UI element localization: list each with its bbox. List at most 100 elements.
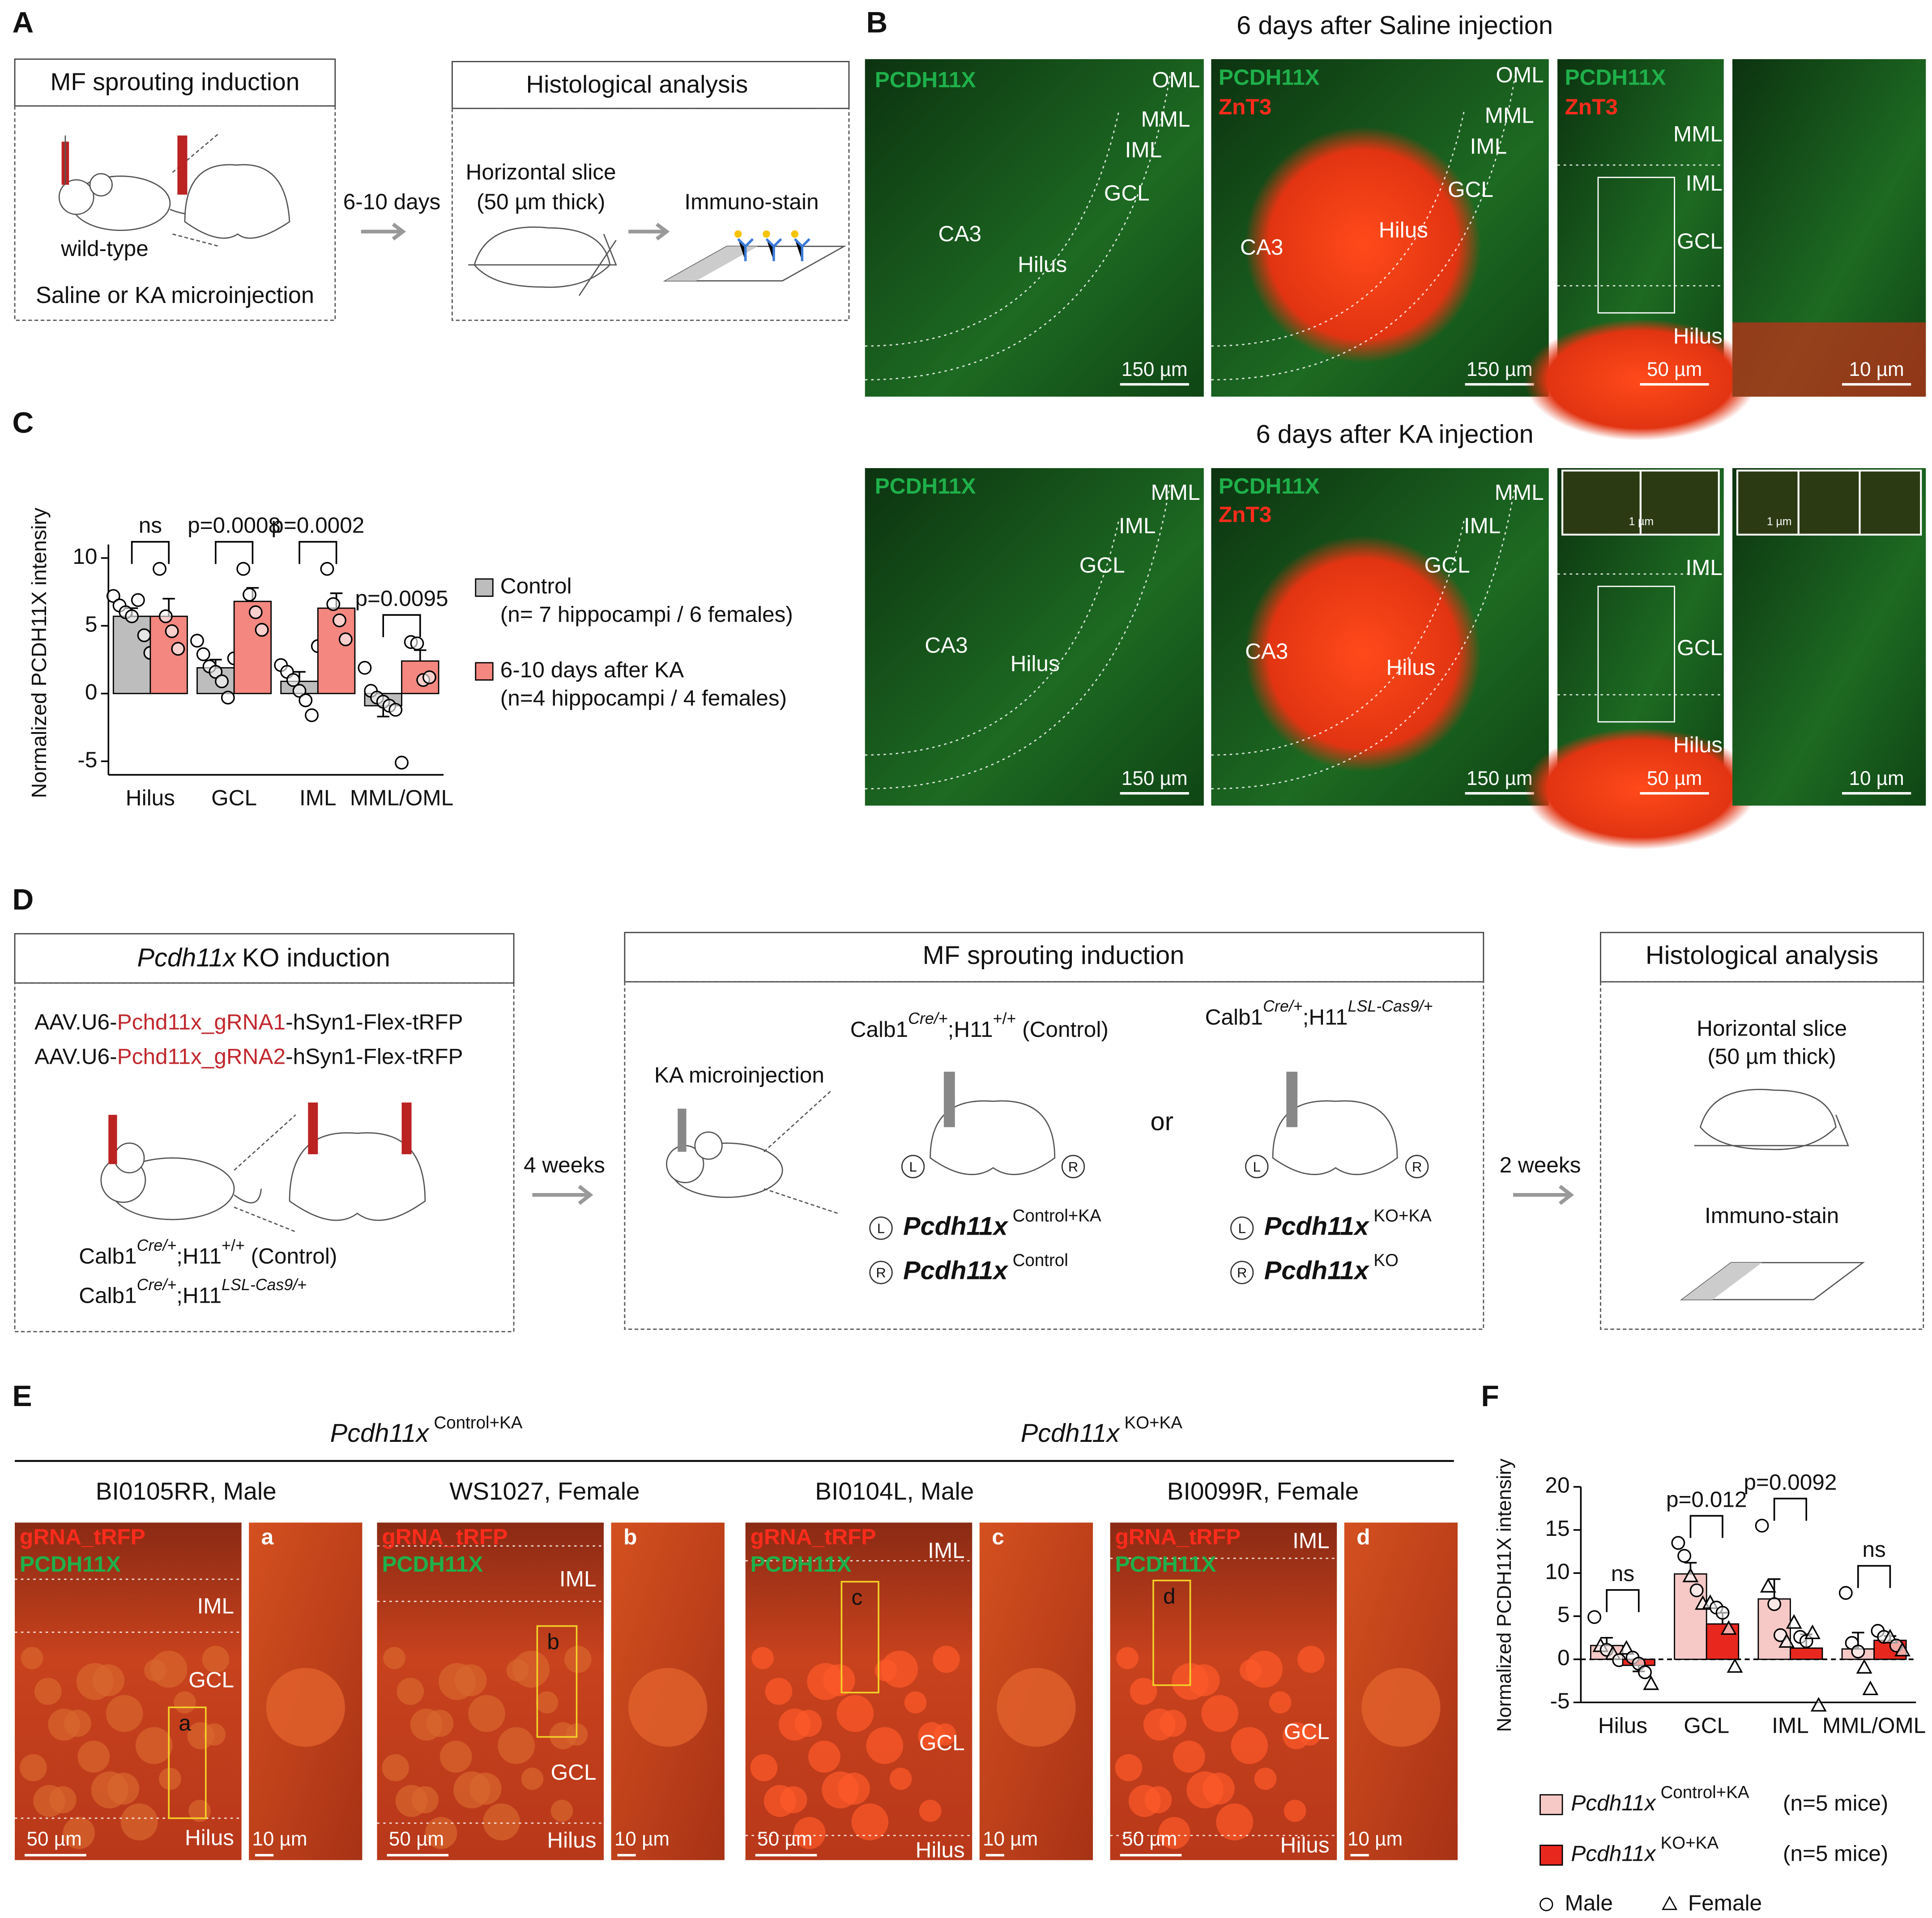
cell bbox=[836, 1695, 874, 1732]
group-title: Pcdh11x KO+KA bbox=[1021, 1413, 1183, 1448]
channel-label: PCDH11X bbox=[20, 1551, 121, 1577]
image-label: GCL bbox=[1424, 552, 1470, 577]
cell bbox=[1284, 1799, 1306, 1822]
scale-bar-label: 50 µm bbox=[757, 1828, 812, 1850]
cell bbox=[549, 1722, 577, 1749]
zoom-label: d bbox=[1356, 1524, 1370, 1549]
cell bbox=[564, 1645, 592, 1673]
cell bbox=[91, 1771, 128, 1809]
text-part: KO+KA bbox=[1660, 1833, 1719, 1853]
data-point bbox=[326, 597, 341, 611]
hemisphere-label: R bbox=[1237, 1265, 1247, 1281]
legend-label: Pcdh11x Control+KA bbox=[1571, 1783, 1749, 1816]
image-label: 1 µm bbox=[1767, 516, 1792, 528]
cell bbox=[851, 1803, 889, 1841]
cell bbox=[1128, 1785, 1161, 1817]
slide-label-area bbox=[665, 246, 758, 281]
group-title: Pcdh11x Control+KA bbox=[330, 1413, 523, 1448]
image-label: GCL bbox=[1448, 177, 1493, 202]
cell bbox=[536, 1691, 559, 1714]
dashed-box bbox=[14, 105, 336, 321]
x-tick-label: Hilus bbox=[1598, 1713, 1647, 1738]
interval-label: 4 weeks bbox=[524, 1152, 605, 1177]
sample-title: BI0104L, Male bbox=[815, 1477, 974, 1505]
bar bbox=[1790, 1647, 1823, 1660]
text-part: Cre/+ bbox=[908, 1010, 947, 1028]
scale-bar-label: 50 µm bbox=[1122, 1828, 1177, 1850]
data-point bbox=[1810, 1697, 1827, 1712]
legend-label: Control bbox=[500, 573, 572, 598]
x-tick-label: Hilus bbox=[126, 785, 175, 810]
layer-label: IML bbox=[559, 1566, 597, 1591]
cell bbox=[751, 1647, 774, 1669]
hemisphere-circle bbox=[901, 1155, 925, 1178]
vector-label: AAV.U6-Pchd11x_gRNA2-hSyn1-Flex-tRFP bbox=[34, 1044, 463, 1069]
x-tick-label: IML bbox=[1772, 1713, 1809, 1738]
legend-note: (n=5 mice) bbox=[1783, 1790, 1888, 1816]
image-label: MML bbox=[1485, 103, 1534, 128]
mouse-sketch bbox=[100, 1071, 1865, 1300]
cell bbox=[779, 1709, 811, 1741]
image-label: IML bbox=[1464, 513, 1501, 538]
stain-label: Immuno-stain bbox=[684, 189, 819, 214]
panel-label: D bbox=[13, 883, 34, 916]
x-tick-label: IML bbox=[299, 785, 337, 810]
cell bbox=[468, 1695, 505, 1732]
genotype-label: Calb1Cre/+;H11LSL-Cas9/+ bbox=[1205, 997, 1433, 1029]
text-part: LSL-Cas9/+ bbox=[222, 1276, 307, 1294]
data-point bbox=[1671, 1536, 1685, 1550]
data-point bbox=[215, 674, 229, 688]
title-box bbox=[14, 58, 336, 107]
scale-bar-label: 150 µm bbox=[1122, 358, 1188, 380]
hemisphere-label: L bbox=[1253, 1159, 1261, 1175]
arrow bbox=[361, 222, 406, 241]
significance-label: p=0.0095 bbox=[355, 586, 448, 611]
data-point bbox=[1618, 1640, 1635, 1655]
dashed-box bbox=[624, 981, 1484, 1330]
text-part: +/+ bbox=[222, 1236, 245, 1254]
cell bbox=[1143, 1709, 1176, 1741]
data-point bbox=[1767, 1597, 1782, 1611]
slice-label: Horizontal slice bbox=[466, 159, 616, 184]
significance-label: p=0.0008 bbox=[188, 513, 281, 538]
panel-d bbox=[14, 932, 1924, 1333]
arrow bbox=[1513, 1185, 1574, 1205]
y-tick-label: 5 bbox=[85, 611, 98, 636]
scale-bar-label: 10 µm bbox=[614, 1828, 670, 1850]
channel-label: gRNA_tRFP bbox=[382, 1524, 508, 1549]
layer-label: Hilus bbox=[1280, 1832, 1330, 1857]
text-part: Calb1 bbox=[79, 1283, 136, 1308]
cell bbox=[750, 1754, 778, 1782]
cell bbox=[63, 1817, 95, 1849]
cell bbox=[763, 1785, 796, 1817]
cell bbox=[1361, 1668, 1441, 1747]
slice-plane bbox=[468, 234, 617, 296]
box-title: Histological analysis bbox=[1646, 941, 1878, 970]
roi-label: d bbox=[1163, 1583, 1176, 1608]
x-tick-label: MML/OML bbox=[350, 785, 453, 810]
text-part: Cre/+ bbox=[1263, 997, 1302, 1015]
sample-title: BI0105RR, Male bbox=[96, 1477, 277, 1505]
data-point bbox=[196, 647, 210, 661]
channel-label: PCDH11X bbox=[382, 1551, 483, 1577]
channel-label: gRNA_tRFP bbox=[1115, 1524, 1241, 1549]
hemisphere-label: L bbox=[909, 1159, 917, 1175]
significance-label: p=0.0092 bbox=[1744, 1470, 1837, 1495]
image-label: MML bbox=[1495, 480, 1544, 505]
text-part: (Control) bbox=[1022, 1017, 1109, 1042]
data-point bbox=[243, 588, 256, 602]
thickness-label: (50 µm thick) bbox=[477, 189, 605, 214]
cell bbox=[808, 1740, 840, 1773]
text-part: AAV.U6- bbox=[34, 1044, 117, 1069]
cell bbox=[120, 1803, 158, 1841]
znt3-signal bbox=[1245, 535, 1481, 772]
panel-a: MF sprouting induction wild-type Saline … bbox=[14, 58, 850, 321]
text-part: Pcdh11x bbox=[1264, 1257, 1370, 1285]
legend-swatch bbox=[1540, 1794, 1563, 1816]
data-point bbox=[1856, 1659, 1872, 1674]
significance-label: ns bbox=[1862, 1537, 1885, 1562]
cell bbox=[506, 1659, 529, 1682]
cell bbox=[1231, 1727, 1268, 1764]
inset bbox=[1797, 469, 1861, 536]
cell bbox=[874, 1659, 897, 1682]
